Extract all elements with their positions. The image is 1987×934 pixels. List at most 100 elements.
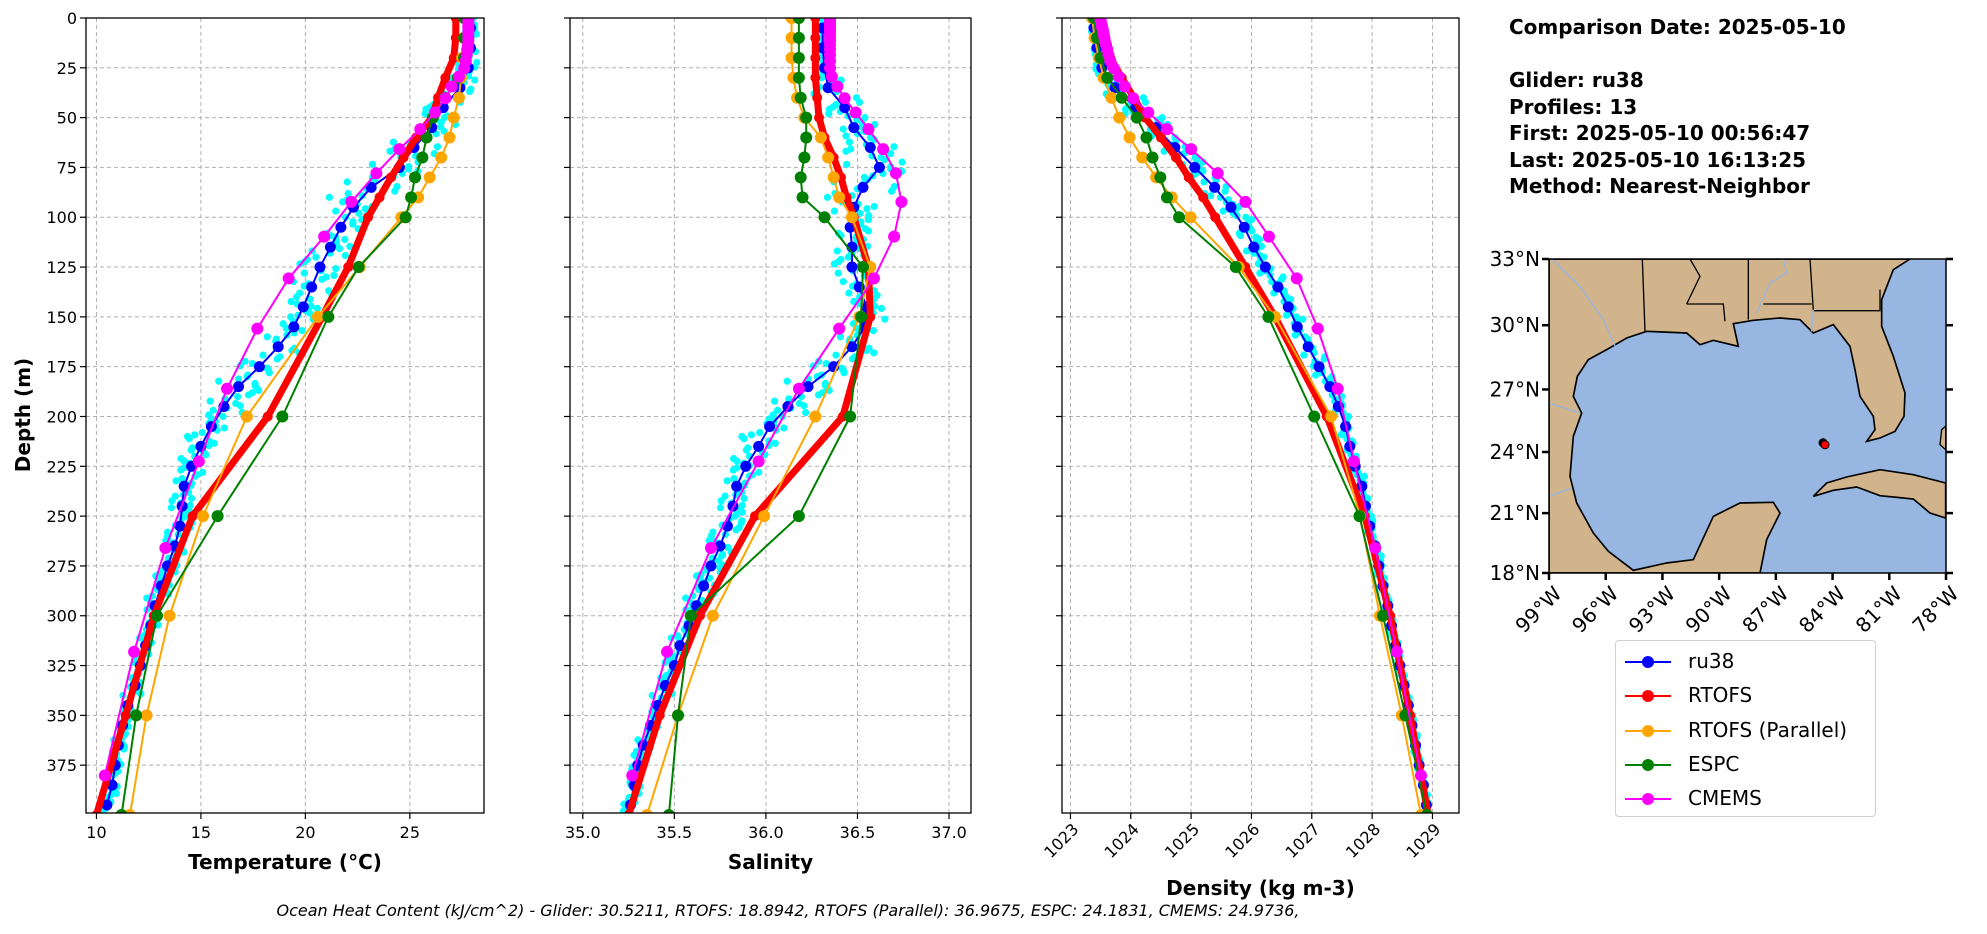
glider-profile-point <box>738 508 746 516</box>
series-point-ru38 <box>705 560 717 572</box>
series-point-espc <box>672 709 685 722</box>
map-rivers <box>1549 259 1814 497</box>
glider-profile-point <box>832 351 840 359</box>
glider-profile-point <box>844 253 852 261</box>
glider-profile-point <box>344 189 352 198</box>
glider-profile-point <box>730 474 738 483</box>
series-point-rtofs-parallel- <box>758 510 771 523</box>
series-point-ru38 <box>1282 301 1294 313</box>
series-point-cmems <box>1348 455 1361 468</box>
series-point-rtofs-parallel- <box>196 510 209 523</box>
glider-profile-point <box>168 497 176 505</box>
series-point-espc <box>151 609 164 622</box>
x-tick-label: 1023 <box>1040 820 1082 862</box>
glider-profile-point <box>172 477 180 485</box>
series-point-cmems <box>833 322 846 335</box>
series-point-rtofs-parallel- <box>1123 131 1136 144</box>
series-point-espc <box>1115 91 1128 104</box>
series-point-cmems <box>661 645 674 658</box>
glider-profile-point <box>855 98 864 106</box>
x-tick-label: 1027 <box>1282 820 1324 862</box>
series-point-espc <box>792 18 805 24</box>
series-point-rtofs <box>386 172 397 183</box>
series-point-ru38 <box>233 381 245 393</box>
series-point-espc <box>794 171 807 184</box>
series-point-cmems <box>1211 167 1224 180</box>
series-point-espc <box>794 91 807 104</box>
glider-profile-point <box>836 333 845 341</box>
glider-profile-point <box>180 457 188 465</box>
series-point-espc <box>399 211 412 224</box>
x-axis-label: Temperature (°C) <box>188 850 382 874</box>
series-point-cmems <box>1142 106 1155 119</box>
glider-profile-point <box>1200 178 1208 186</box>
series-point-espc <box>416 151 429 164</box>
series-point-cmems <box>888 230 901 243</box>
series-point-rtofs <box>120 710 131 721</box>
gulf-of-mexico-map: 99°W 96°W 93°W 90°W 87°W 84°W 81°W 78°W 33°N 30°N… <box>1490 247 1964 637</box>
series-point-rtofs-parallel- <box>124 808 136 813</box>
series-point-espc <box>1421 808 1433 813</box>
x-tick-label: 10 <box>86 823 106 842</box>
glider-profile-point <box>209 406 217 414</box>
series-point-cmems <box>1127 92 1140 105</box>
series-point-cmems <box>445 80 458 93</box>
series-point-cmems <box>1290 272 1303 285</box>
legend-item-ru38: ru38 <box>1616 647 1875 677</box>
series-point-cmems <box>1262 230 1275 243</box>
series-point-ru38 <box>1313 361 1325 373</box>
series-point-rtofs-parallel- <box>240 410 253 423</box>
glider-profile-point <box>472 30 480 38</box>
series-point-ru38 <box>873 161 885 173</box>
series-point-ru38 <box>674 640 686 652</box>
glider-profile-point <box>802 409 810 417</box>
series-point-cmems <box>704 542 717 554</box>
series-point-ru38 <box>253 361 265 373</box>
series-point-rtofs-parallel- <box>1136 151 1149 164</box>
series-point-cmems <box>393 143 406 156</box>
lat-tick-label: 21°N <box>1490 501 1540 525</box>
map-frame <box>1548 258 1947 574</box>
series-point-rtofs-parallel- <box>1105 91 1118 104</box>
lat-tick-label: 27°N <box>1490 377 1540 401</box>
series-point-rtofs-parallel- <box>163 609 176 622</box>
series-point-espc <box>1376 609 1389 622</box>
glider-profile-point <box>177 466 185 474</box>
glider-profile-point <box>780 424 788 432</box>
series-point-rtofs <box>749 511 760 522</box>
series-point-ru38 <box>1189 161 1201 173</box>
glider-profile-point <box>830 207 839 215</box>
legend-marker <box>1642 656 1654 668</box>
series-point-espc <box>684 609 697 622</box>
legend-label: CMEMS <box>1688 786 1762 811</box>
glider-profile-point <box>1243 247 1251 255</box>
glider-profile-point <box>740 494 748 503</box>
glider-profile-point <box>1277 275 1286 283</box>
series-point-ru38 <box>846 261 858 273</box>
lon-tick-label: 90°W <box>1681 581 1737 637</box>
glider-profile-point <box>842 132 850 140</box>
glider-profile-point <box>185 435 193 443</box>
series-point-cmems <box>251 322 264 335</box>
series-point-ru38 <box>297 301 309 313</box>
series-point-ru38 <box>314 261 326 273</box>
series-point-rtofs <box>1183 172 1194 183</box>
glider-profile-point <box>234 392 242 401</box>
glider-profile-point <box>773 406 782 414</box>
lon-tick-label: 99°W <box>1510 581 1566 637</box>
glider-profile-point <box>167 504 175 512</box>
series-point-espc <box>211 510 224 523</box>
series-point-ru38 <box>306 281 318 293</box>
series-point-ru38 <box>864 142 876 154</box>
glider-profile-point <box>785 395 793 403</box>
series-point-cmems <box>1239 195 1252 208</box>
glider-profile-point <box>845 138 854 146</box>
series-point-espc <box>1262 310 1275 323</box>
series-point-ru38 <box>288 321 300 333</box>
glider-profile-point <box>887 149 895 158</box>
series-point-espc <box>1101 71 1114 84</box>
x-tick-label: 1024 <box>1101 820 1143 862</box>
series-point-rtofs <box>814 112 825 123</box>
series-point-cmems <box>1112 70 1125 83</box>
